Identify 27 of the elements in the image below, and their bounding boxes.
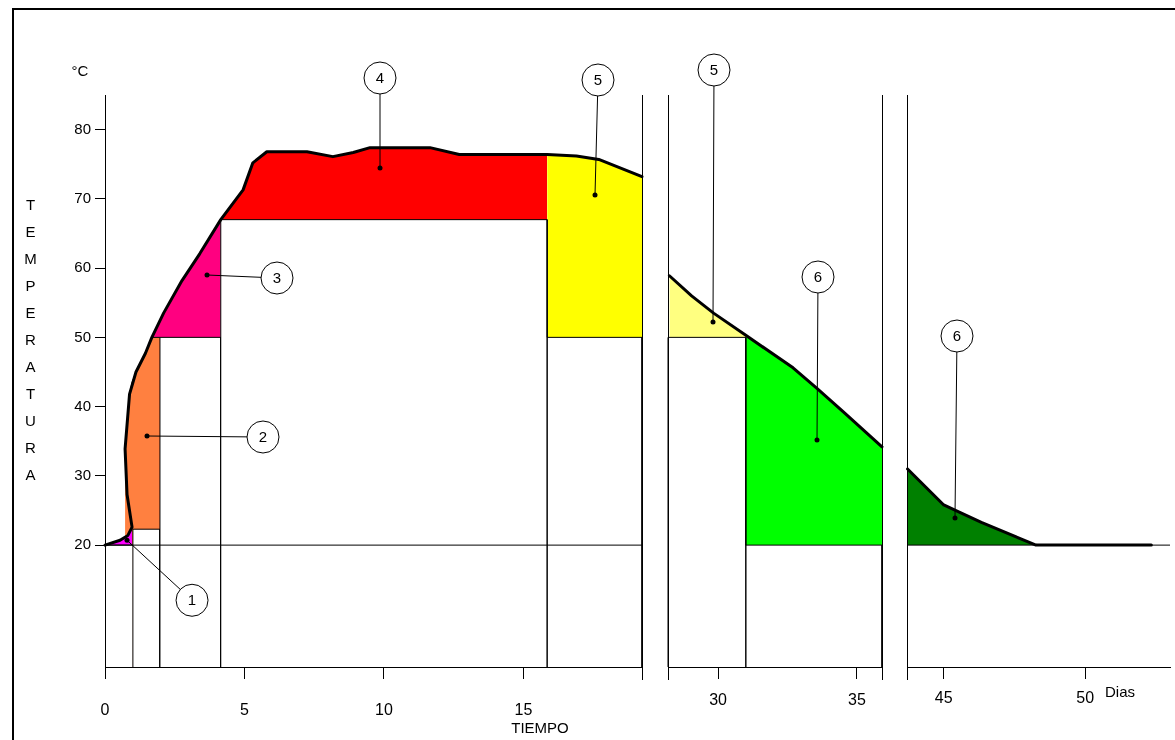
y-tick-label: 80	[74, 119, 91, 137]
x-axis-title: TIEMPO	[511, 719, 569, 737]
y-axis-title: TEMPERATURA	[22, 196, 39, 493]
x-tick-label: 50	[1076, 689, 1095, 707]
annotation: 6	[952, 327, 962, 345]
y-tick-label: 60	[74, 258, 91, 276]
y-tick-label: 40	[74, 396, 91, 414]
x-axis-title: Dias	[1104, 683, 1136, 701]
y-tick-label: 20	[74, 535, 91, 553]
annotation: 6	[813, 268, 823, 286]
annotation: 3	[272, 269, 282, 287]
text: 5	[593, 71, 603, 89]
annotation: 2	[258, 428, 268, 446]
text: °C	[71, 62, 89, 80]
y-tick-label: 30	[74, 466, 91, 484]
x-tick-label: 15	[514, 701, 533, 719]
x-tick-label: 5	[240, 701, 250, 719]
text: 5	[709, 61, 719, 79]
x-tick-label: 35	[848, 691, 866, 709]
y-tick-label: 50	[74, 327, 91, 345]
text: 4	[375, 69, 385, 87]
x-tick-label: 30	[709, 691, 728, 709]
annotation: 1	[187, 591, 197, 609]
x-tick-label: 10	[375, 701, 393, 719]
x-tick-label: 45	[934, 689, 953, 707]
x-tick-label: 0	[100, 701, 110, 719]
y-tick-label: 70	[74, 189, 91, 207]
